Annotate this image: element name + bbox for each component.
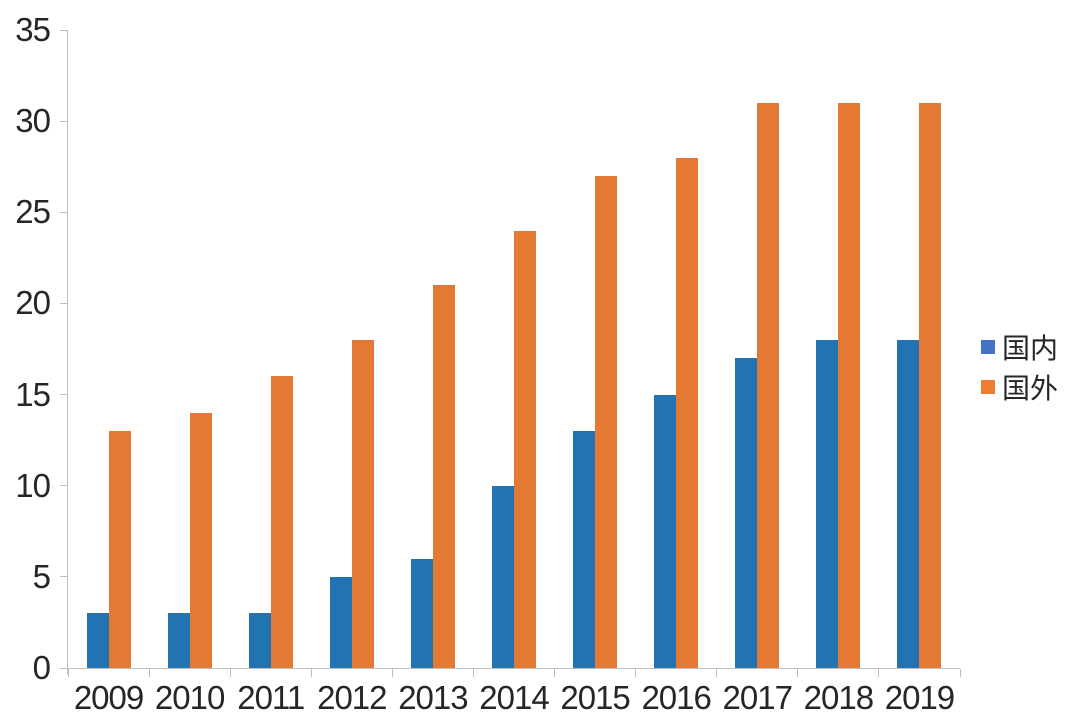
bar-domestic-2015 bbox=[573, 431, 596, 668]
x-axis-label: 2018 bbox=[803, 679, 874, 716]
x-tick bbox=[878, 669, 880, 677]
y-tick bbox=[60, 394, 68, 396]
bar-foreign-2017 bbox=[757, 102, 780, 668]
x-tick bbox=[391, 669, 393, 677]
bar-foreign-2019 bbox=[919, 102, 942, 668]
x-tick bbox=[797, 669, 799, 677]
y-tick bbox=[60, 576, 68, 578]
bar-foreign-2010 bbox=[189, 412, 212, 668]
y-axis-label: 30 bbox=[15, 102, 51, 140]
y-tick bbox=[60, 302, 68, 304]
y-axis-label: 35 bbox=[15, 11, 51, 48]
bar-foreign-2012 bbox=[351, 339, 374, 668]
bar-domestic-2010 bbox=[167, 613, 190, 668]
bar-foreign-2018 bbox=[838, 102, 861, 668]
bar-foreign-2015 bbox=[595, 175, 618, 668]
x-axis-label: 2009 bbox=[73, 679, 144, 716]
bar-domestic-2019 bbox=[897, 339, 920, 668]
y-axis-label: 15 bbox=[15, 375, 51, 413]
x-axis-label: 2012 bbox=[317, 679, 387, 716]
legend-item-foreign: 国外 bbox=[981, 367, 1058, 407]
y-axis-label: 0 bbox=[32, 649, 51, 686]
y-axis-label: 5 bbox=[32, 557, 51, 595]
y-axis-label: 25 bbox=[15, 193, 51, 231]
x-tick bbox=[310, 669, 312, 677]
bar-domestic-2011 bbox=[248, 613, 271, 668]
legend-label: 国外 bbox=[1002, 373, 1059, 404]
x-axis-label: 2013 bbox=[398, 679, 468, 716]
bar-domestic-2014 bbox=[492, 485, 514, 668]
legend: 国内 国外 bbox=[981, 327, 1058, 407]
x-tick bbox=[229, 669, 231, 677]
x-tick bbox=[148, 669, 150, 677]
y-tick bbox=[60, 120, 68, 122]
y-axis-label: 10 bbox=[15, 466, 51, 504]
legend-label: 国内 bbox=[1002, 333, 1059, 364]
x-axis-label: 2016 bbox=[641, 679, 711, 716]
bar-domestic-2012 bbox=[329, 576, 352, 668]
x-axis-label: 2015 bbox=[560, 679, 630, 716]
bar-foreign-2013 bbox=[432, 285, 455, 668]
y-tick bbox=[60, 667, 68, 669]
bar-domestic-2017 bbox=[735, 358, 758, 668]
y-axis-line bbox=[67, 30, 68, 674]
bar-foreign-2011 bbox=[270, 376, 293, 668]
bar-domestic-2009 bbox=[86, 613, 109, 668]
bar-domestic-2016 bbox=[654, 394, 677, 668]
y-tick bbox=[60, 29, 68, 31]
bar-foreign-2016 bbox=[676, 157, 699, 668]
x-axis-label: 2010 bbox=[154, 679, 225, 716]
x-tick bbox=[716, 669, 718, 677]
x-tick bbox=[554, 669, 556, 677]
x-tick bbox=[472, 669, 474, 677]
y-axis-label: 20 bbox=[15, 284, 51, 322]
legend-swatch-icon bbox=[981, 380, 995, 394]
bar-foreign-2014 bbox=[514, 230, 536, 668]
x-axis-label: 2017 bbox=[722, 679, 793, 716]
x-tick bbox=[959, 669, 961, 677]
x-axis-line bbox=[68, 668, 960, 669]
x-axis-label: 2019 bbox=[884, 679, 955, 716]
y-tick bbox=[60, 211, 68, 213]
bar-foreign-2009 bbox=[108, 431, 131, 668]
legend-item-domestic: 国内 bbox=[981, 327, 1058, 367]
x-tick bbox=[67, 669, 69, 677]
x-axis-label: 2011 bbox=[237, 679, 305, 716]
x-tick bbox=[635, 669, 637, 677]
x-axis-label: 2014 bbox=[479, 679, 549, 716]
bar-domestic-2013 bbox=[410, 558, 433, 668]
bar-domestic-2018 bbox=[816, 339, 839, 668]
y-tick bbox=[60, 485, 68, 487]
legend-swatch-icon bbox=[981, 340, 995, 354]
